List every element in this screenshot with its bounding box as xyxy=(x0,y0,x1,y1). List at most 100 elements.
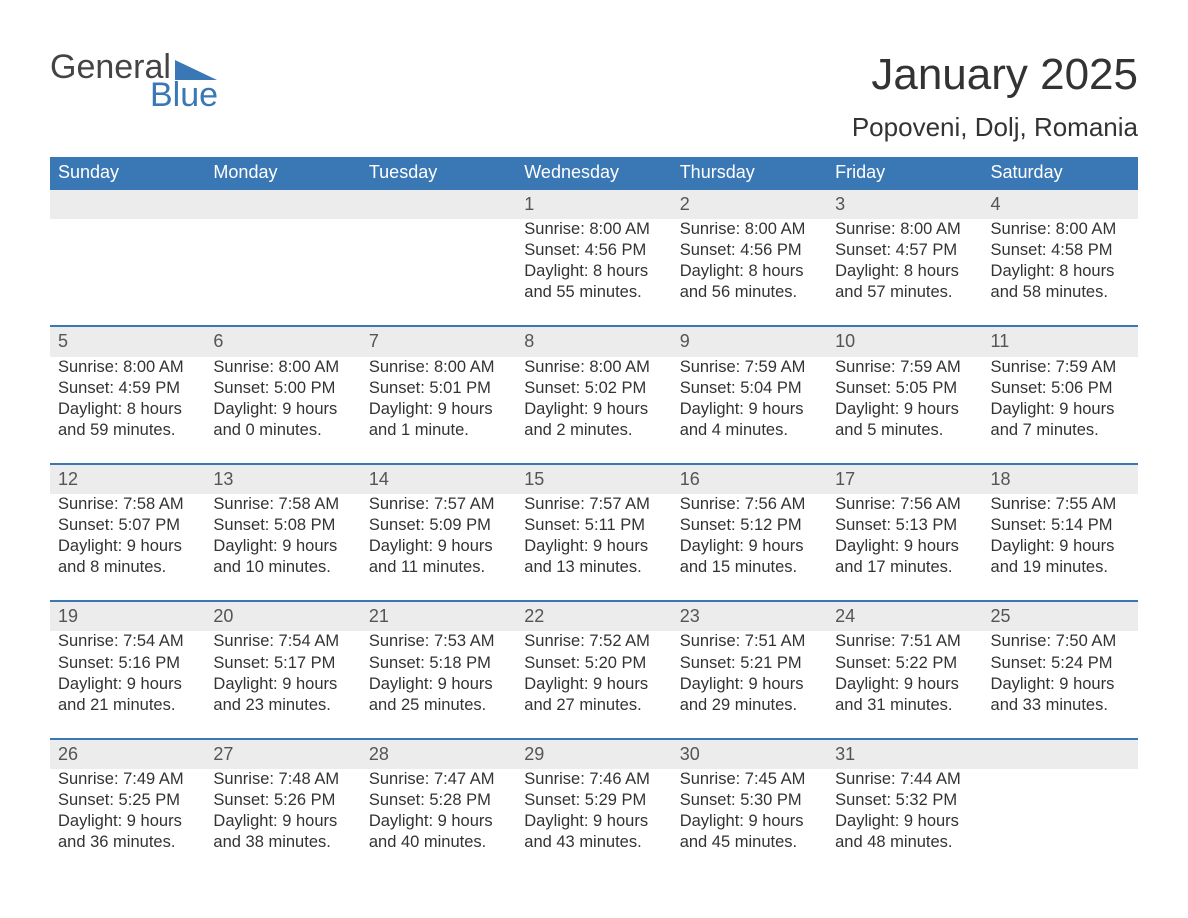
day-dl2: and 56 minutes. xyxy=(680,282,819,303)
day-sunset: Sunset: 5:24 PM xyxy=(991,653,1130,674)
day-number-cell xyxy=(983,739,1138,769)
title-block: January 2025 Popoveni, Dolj, Romania xyxy=(852,50,1138,143)
day-sunset: Sunset: 5:29 PM xyxy=(524,790,663,811)
day-content-cell: Sunrise: 8:00 AMSunset: 5:00 PMDaylight:… xyxy=(205,357,360,464)
day-dl1: Daylight: 9 hours xyxy=(213,536,352,557)
day-dl1: Daylight: 9 hours xyxy=(524,811,663,832)
day-dl2: and 11 minutes. xyxy=(369,557,508,578)
day-content-cell: Sunrise: 7:51 AMSunset: 5:22 PMDaylight:… xyxy=(827,631,982,738)
day-sunrise: Sunrise: 7:59 AM xyxy=(680,357,819,378)
day-content-cell: Sunrise: 7:59 AMSunset: 5:04 PMDaylight:… xyxy=(672,357,827,464)
day-number-cell: 28 xyxy=(361,739,516,769)
day-number-cell: 11 xyxy=(983,326,1138,356)
day-sunrise: Sunrise: 8:00 AM xyxy=(524,219,663,240)
day-number-cell: 7 xyxy=(361,326,516,356)
day-sunset: Sunset: 5:08 PM xyxy=(213,515,352,536)
day-sunrise: Sunrise: 8:00 AM xyxy=(680,219,819,240)
day-dl2: and 15 minutes. xyxy=(680,557,819,578)
day-sunrise: Sunrise: 7:57 AM xyxy=(369,494,508,515)
day-sunset: Sunset: 5:30 PM xyxy=(680,790,819,811)
day-number-cell: 19 xyxy=(50,601,205,631)
day-sunrise: Sunrise: 7:56 AM xyxy=(835,494,974,515)
day-dl2: and 7 minutes. xyxy=(991,420,1130,441)
day-content-cell: Sunrise: 8:00 AMSunset: 5:02 PMDaylight:… xyxy=(516,357,671,464)
day-number-cell: 17 xyxy=(827,464,982,494)
day-dl1: Daylight: 9 hours xyxy=(58,536,197,557)
day-dl2: and 13 minutes. xyxy=(524,557,663,578)
week-content-row: Sunrise: 7:54 AMSunset: 5:16 PMDaylight:… xyxy=(50,631,1138,738)
day-sunset: Sunset: 5:12 PM xyxy=(680,515,819,536)
day-dl2: and 23 minutes. xyxy=(213,695,352,716)
day-content-cell: Sunrise: 8:00 AMSunset: 4:56 PMDaylight:… xyxy=(516,219,671,326)
day-dl1: Daylight: 9 hours xyxy=(991,536,1130,557)
day-number-cell: 21 xyxy=(361,601,516,631)
day-dl1: Daylight: 9 hours xyxy=(680,536,819,557)
day-header: Monday xyxy=(205,157,360,189)
day-sunset: Sunset: 5:14 PM xyxy=(991,515,1130,536)
day-sunset: Sunset: 5:32 PM xyxy=(835,790,974,811)
day-number-cell xyxy=(50,189,205,219)
day-dl1: Daylight: 9 hours xyxy=(835,536,974,557)
day-sunrise: Sunrise: 7:54 AM xyxy=(213,631,352,652)
day-sunrise: Sunrise: 7:45 AM xyxy=(680,769,819,790)
day-dl1: Daylight: 9 hours xyxy=(369,536,508,557)
day-content-cell: Sunrise: 8:00 AMSunset: 4:57 PMDaylight:… xyxy=(827,219,982,326)
day-sunrise: Sunrise: 8:00 AM xyxy=(524,357,663,378)
day-dl2: and 59 minutes. xyxy=(58,420,197,441)
day-content-cell: Sunrise: 7:47 AMSunset: 5:28 PMDaylight:… xyxy=(361,769,516,875)
day-sunset: Sunset: 5:22 PM xyxy=(835,653,974,674)
day-header: Sunday xyxy=(50,157,205,189)
calendar-table: Sunday Monday Tuesday Wednesday Thursday… xyxy=(50,157,1138,875)
day-dl1: Daylight: 9 hours xyxy=(369,674,508,695)
day-content-cell: Sunrise: 7:56 AMSunset: 5:13 PMDaylight:… xyxy=(827,494,982,601)
day-dl1: Daylight: 9 hours xyxy=(991,399,1130,420)
day-sunrise: Sunrise: 7:55 AM xyxy=(991,494,1130,515)
day-sunset: Sunset: 5:07 PM xyxy=(58,515,197,536)
day-dl2: and 40 minutes. xyxy=(369,832,508,853)
day-number-cell: 16 xyxy=(672,464,827,494)
week-content-row: Sunrise: 7:49 AMSunset: 5:25 PMDaylight:… xyxy=(50,769,1138,875)
day-number-cell: 6 xyxy=(205,326,360,356)
day-header: Friday xyxy=(827,157,982,189)
day-sunrise: Sunrise: 8:00 AM xyxy=(58,357,197,378)
day-content-cell: Sunrise: 7:54 AMSunset: 5:17 PMDaylight:… xyxy=(205,631,360,738)
day-sunset: Sunset: 5:18 PM xyxy=(369,653,508,674)
day-dl1: Daylight: 9 hours xyxy=(524,536,663,557)
day-sunrise: Sunrise: 7:56 AM xyxy=(680,494,819,515)
day-dl2: and 2 minutes. xyxy=(524,420,663,441)
day-number-cell: 26 xyxy=(50,739,205,769)
day-number-cell: 20 xyxy=(205,601,360,631)
day-number-cell: 30 xyxy=(672,739,827,769)
day-sunset: Sunset: 5:01 PM xyxy=(369,378,508,399)
day-dl2: and 29 minutes. xyxy=(680,695,819,716)
day-dl2: and 27 minutes. xyxy=(524,695,663,716)
week-content-row: Sunrise: 7:58 AMSunset: 5:07 PMDaylight:… xyxy=(50,494,1138,601)
day-sunset: Sunset: 4:56 PM xyxy=(524,240,663,261)
day-dl2: and 57 minutes. xyxy=(835,282,974,303)
day-sunset: Sunset: 4:58 PM xyxy=(991,240,1130,261)
day-content-cell: Sunrise: 7:59 AMSunset: 5:06 PMDaylight:… xyxy=(983,357,1138,464)
day-number-cell: 25 xyxy=(983,601,1138,631)
week-daynum-row: 12131415161718 xyxy=(50,464,1138,494)
day-number-cell: 4 xyxy=(983,189,1138,219)
day-content-cell xyxy=(50,219,205,326)
day-sunset: Sunset: 5:26 PM xyxy=(213,790,352,811)
day-content-cell xyxy=(205,219,360,326)
day-sunrise: Sunrise: 7:47 AM xyxy=(369,769,508,790)
day-sunrise: Sunrise: 8:00 AM xyxy=(213,357,352,378)
day-sunset: Sunset: 5:06 PM xyxy=(991,378,1130,399)
day-sunrise: Sunrise: 7:57 AM xyxy=(524,494,663,515)
day-number-cell: 2 xyxy=(672,189,827,219)
location-subtitle: Popoveni, Dolj, Romania xyxy=(852,112,1138,143)
week-content-row: Sunrise: 8:00 AMSunset: 4:59 PMDaylight:… xyxy=(50,357,1138,464)
day-dl2: and 43 minutes. xyxy=(524,832,663,853)
day-dl1: Daylight: 9 hours xyxy=(213,674,352,695)
day-dl1: Daylight: 8 hours xyxy=(58,399,197,420)
day-number-cell: 8 xyxy=(516,326,671,356)
day-content-cell: Sunrise: 7:45 AMSunset: 5:30 PMDaylight:… xyxy=(672,769,827,875)
day-dl2: and 33 minutes. xyxy=(991,695,1130,716)
logo: General Blue xyxy=(50,50,218,112)
day-dl1: Daylight: 9 hours xyxy=(680,674,819,695)
day-dl1: Daylight: 9 hours xyxy=(680,811,819,832)
day-number-cell: 31 xyxy=(827,739,982,769)
